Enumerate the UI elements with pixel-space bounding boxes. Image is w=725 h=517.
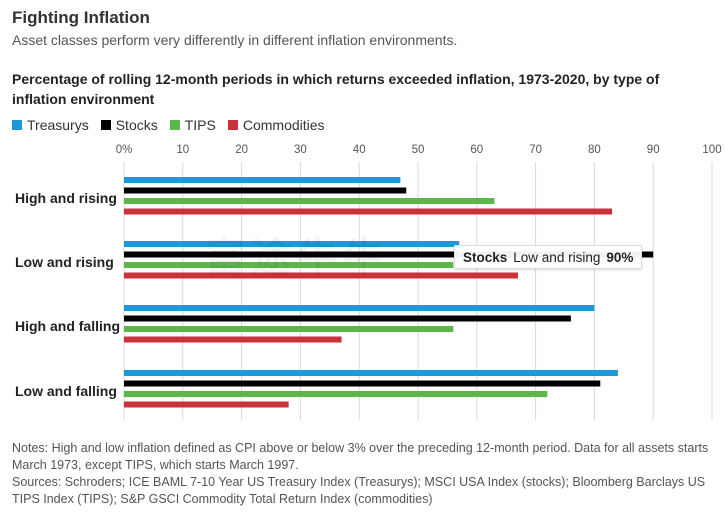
bar-tips [124,198,495,204]
bar-stocks [124,251,654,258]
x-tick-label: 80 [588,144,601,156]
legend-label-commodities: Commodities [242,117,325,133]
x-tick-label: 60 [470,144,483,156]
bar-tips [124,326,454,332]
bar-tips [124,262,454,268]
chart-tooltip: Stocks Low and rising 90% [454,245,643,269]
chart-title: Percentage of rolling 12-month periods i… [12,71,660,107]
legend-item-tips[interactable]: TIPS [169,117,216,133]
bar-treasurys [124,241,460,247]
legend-swatch-tips [169,120,180,130]
legend-item-commodities[interactable]: Commodities [227,117,325,133]
category-label: Low and rising [15,254,114,270]
category-label: Low and falling [15,383,117,399]
notes-text: Notes: High and low inflation defined as… [12,441,709,472]
bar-chart: 0% 10 20 30 40 50 60 70 80 90 100 High and rising Lo… [15,144,722,420]
bar-commodities [124,272,518,279]
sources-text: Sources: Schroders; ICE BAML 7-10 Year U… [12,475,706,506]
x-tick-label: 20 [235,144,248,156]
legend-label-treasurys: Treasurys [27,117,89,133]
legend-swatch-stocks [100,120,111,130]
x-tick-label: 40 [353,144,366,156]
x-tick-label: 0% [116,144,133,156]
chart-notes: Notes: High and low inflation defined as… [12,440,712,508]
bar-treasurys [124,177,401,183]
x-tick-label: 70 [529,144,542,156]
tooltip-category: Low and rising [513,249,601,265]
chart-legend: Treasurys Stocks TIPS Commodities [12,117,325,133]
legend-label-tips: TIPS [184,117,216,133]
bar-tips [124,391,548,397]
x-tick-label: 90 [647,144,660,156]
category-label: High and falling [15,318,120,334]
bar-treasurys [124,305,595,311]
x-tick-label: 10 [176,144,189,156]
tooltip-value: 90% [606,249,634,265]
legend-label-stocks: Stocks [115,117,158,133]
x-tick-label: 30 [294,144,307,156]
x-tick-label: 50 [412,144,425,156]
bar-commodities [124,336,342,343]
legend-item-stocks[interactable]: Stocks [100,117,158,133]
category-label: High and rising [15,190,117,206]
legend-swatch-treasurys [12,120,22,130]
bar-stocks [124,380,601,387]
bar-commodities [124,401,289,408]
bar-stocks [124,315,571,322]
tooltip-series: Stocks [463,249,508,265]
page-title: Fighting Inflation [12,8,150,27]
bar-treasurys [124,370,618,376]
page-subtitle: Asset classes perform very differently i… [12,32,458,48]
x-tick-label: 100 [702,144,721,156]
bar-stocks [124,187,407,194]
legend-swatch-commodities [227,120,238,130]
legend-item-treasurys[interactable]: Treasurys [12,117,89,133]
bar-commodities [124,208,613,215]
